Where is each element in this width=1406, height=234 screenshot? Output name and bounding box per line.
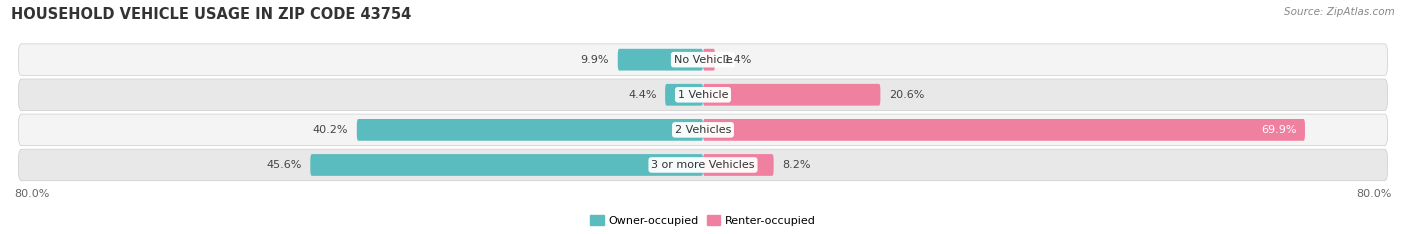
Text: 1 Vehicle: 1 Vehicle: [678, 90, 728, 100]
Text: 3 or more Vehicles: 3 or more Vehicles: [651, 160, 755, 170]
FancyBboxPatch shape: [357, 119, 703, 141]
FancyBboxPatch shape: [18, 79, 1388, 110]
FancyBboxPatch shape: [703, 119, 1305, 141]
FancyBboxPatch shape: [18, 114, 1388, 146]
Text: 69.9%: 69.9%: [1261, 125, 1296, 135]
Text: HOUSEHOLD VEHICLE USAGE IN ZIP CODE 43754: HOUSEHOLD VEHICLE USAGE IN ZIP CODE 4375…: [11, 7, 412, 22]
Text: 2 Vehicles: 2 Vehicles: [675, 125, 731, 135]
Text: 80.0%: 80.0%: [14, 189, 49, 199]
Text: Source: ZipAtlas.com: Source: ZipAtlas.com: [1284, 7, 1395, 17]
FancyBboxPatch shape: [665, 84, 703, 106]
Text: 45.6%: 45.6%: [266, 160, 302, 170]
FancyBboxPatch shape: [703, 154, 773, 176]
Text: 8.2%: 8.2%: [782, 160, 811, 170]
FancyBboxPatch shape: [311, 154, 703, 176]
FancyBboxPatch shape: [18, 44, 1388, 75]
FancyBboxPatch shape: [18, 149, 1388, 181]
Text: 20.6%: 20.6%: [889, 90, 924, 100]
FancyBboxPatch shape: [703, 84, 880, 106]
Text: 40.2%: 40.2%: [312, 125, 349, 135]
Text: 80.0%: 80.0%: [1357, 189, 1392, 199]
Text: 9.9%: 9.9%: [581, 55, 609, 65]
FancyBboxPatch shape: [703, 49, 716, 70]
Text: 1.4%: 1.4%: [724, 55, 752, 65]
Text: No Vehicle: No Vehicle: [673, 55, 733, 65]
Text: 4.4%: 4.4%: [628, 90, 657, 100]
Legend: Owner-occupied, Renter-occupied: Owner-occupied, Renter-occupied: [586, 211, 820, 230]
FancyBboxPatch shape: [617, 49, 703, 70]
